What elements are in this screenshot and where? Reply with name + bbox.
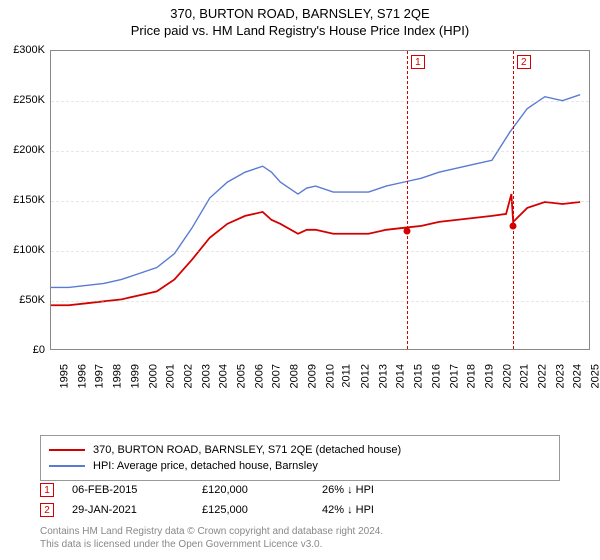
x-axis-label: 2012 <box>359 364 371 388</box>
sale-price: £125,000 <box>202 504 322 516</box>
x-axis-label: 2001 <box>165 364 177 388</box>
event-dot <box>509 223 516 230</box>
legend: 370, BURTON ROAD, BARNSLEY, S71 2QE (det… <box>40 435 560 481</box>
y-axis-label: £0 <box>0 344 45 356</box>
legend-label: HPI: Average price, detached house, Barn… <box>93 460 318 472</box>
gridline <box>51 151 589 152</box>
legend-label: 370, BURTON ROAD, BARNSLEY, S71 2QE (det… <box>93 444 401 456</box>
x-axis-label: 1997 <box>94 364 106 388</box>
x-axis-label: 2021 <box>519 364 531 388</box>
event-marker-box: 1 <box>411 55 425 69</box>
event-line <box>407 51 408 349</box>
y-axis-label: £250K <box>0 94 45 106</box>
event-line <box>513 51 514 349</box>
sale-price: £120,000 <box>202 484 322 496</box>
x-axis-label: 2023 <box>554 364 566 388</box>
legend-item: HPI: Average price, detached house, Barn… <box>49 458 551 474</box>
x-axis-label: 2002 <box>182 364 194 388</box>
chart-svg <box>51 51 589 349</box>
series-line <box>51 95 580 288</box>
sale-row: 2 29-JAN-2021£125,00042% ↓ HPI <box>40 500 560 520</box>
x-axis-label: 1996 <box>76 364 88 388</box>
event-dot <box>403 228 410 235</box>
chart-area: 12 £0£50K£100K£150K£200K£250K£300K199519… <box>0 50 600 390</box>
legend-swatch <box>49 449 85 451</box>
footer-line-2: This data is licensed under the Open Gov… <box>40 538 560 551</box>
sale-row: 1 06-FEB-2015£120,00026% ↓ HPI <box>40 480 560 500</box>
y-axis-label: £50K <box>0 294 45 306</box>
footer-line-1: Contains HM Land Registry data © Crown c… <box>40 525 560 538</box>
sale-diff: 42% ↓ HPI <box>322 504 442 516</box>
x-axis-label: 2009 <box>306 364 318 388</box>
x-axis-label: 2019 <box>483 364 495 388</box>
x-axis-label: 2017 <box>448 364 460 388</box>
x-axis-label: 2013 <box>377 364 389 388</box>
gridline <box>51 251 589 252</box>
x-axis-label: 2004 <box>218 364 230 388</box>
x-axis-label: 2007 <box>271 364 283 388</box>
x-axis-label: 2020 <box>501 364 513 388</box>
y-axis-label: £300K <box>0 44 45 56</box>
series-line <box>51 194 580 305</box>
chart-subtitle: Price paid vs. HM Land Registry's House … <box>0 21 600 38</box>
gridline <box>51 301 589 302</box>
x-axis-label: 2015 <box>413 364 425 388</box>
x-axis-label: 2016 <box>430 364 442 388</box>
legend-swatch <box>49 465 85 467</box>
footer-text: Contains HM Land Registry data © Crown c… <box>40 525 560 551</box>
x-axis-label: 2024 <box>572 364 584 388</box>
x-axis-label: 2003 <box>200 364 212 388</box>
legend-item: 370, BURTON ROAD, BARNSLEY, S71 2QE (det… <box>49 442 551 458</box>
x-axis-label: 2014 <box>395 364 407 388</box>
x-axis-label: 2006 <box>253 364 265 388</box>
x-axis-label: 2011 <box>341 364 353 388</box>
gridline <box>51 101 589 102</box>
sale-marker-box: 1 <box>40 483 54 497</box>
sale-date: 06-FEB-2015 <box>72 484 202 496</box>
y-axis-label: £200K <box>0 144 45 156</box>
x-axis-label: 2022 <box>537 364 549 388</box>
sales-table: 1 06-FEB-2015£120,00026% ↓ HPI 2 29-JAN-202… <box>40 480 560 520</box>
x-axis-label: 2025 <box>590 364 600 388</box>
gridline <box>51 201 589 202</box>
x-axis-label: 2005 <box>236 364 248 388</box>
x-axis-label: 1995 <box>58 364 70 388</box>
x-axis-label: 2008 <box>289 364 301 388</box>
sale-marker-box: 2 <box>40 503 54 517</box>
y-axis-label: £150K <box>0 194 45 206</box>
x-axis-label: 1999 <box>129 364 141 388</box>
x-axis-label: 2010 <box>324 364 336 388</box>
x-axis-label: 1998 <box>112 364 124 388</box>
x-axis-label: 2000 <box>147 364 159 388</box>
plot-area: 12 <box>50 50 590 350</box>
chart-title: 370, BURTON ROAD, BARNSLEY, S71 2QE <box>0 0 600 21</box>
x-axis-label: 2018 <box>466 364 478 388</box>
sale-diff: 26% ↓ HPI <box>322 484 442 496</box>
y-axis-label: £100K <box>0 244 45 256</box>
event-marker-box: 2 <box>517 55 531 69</box>
sale-date: 29-JAN-2021 <box>72 504 202 516</box>
